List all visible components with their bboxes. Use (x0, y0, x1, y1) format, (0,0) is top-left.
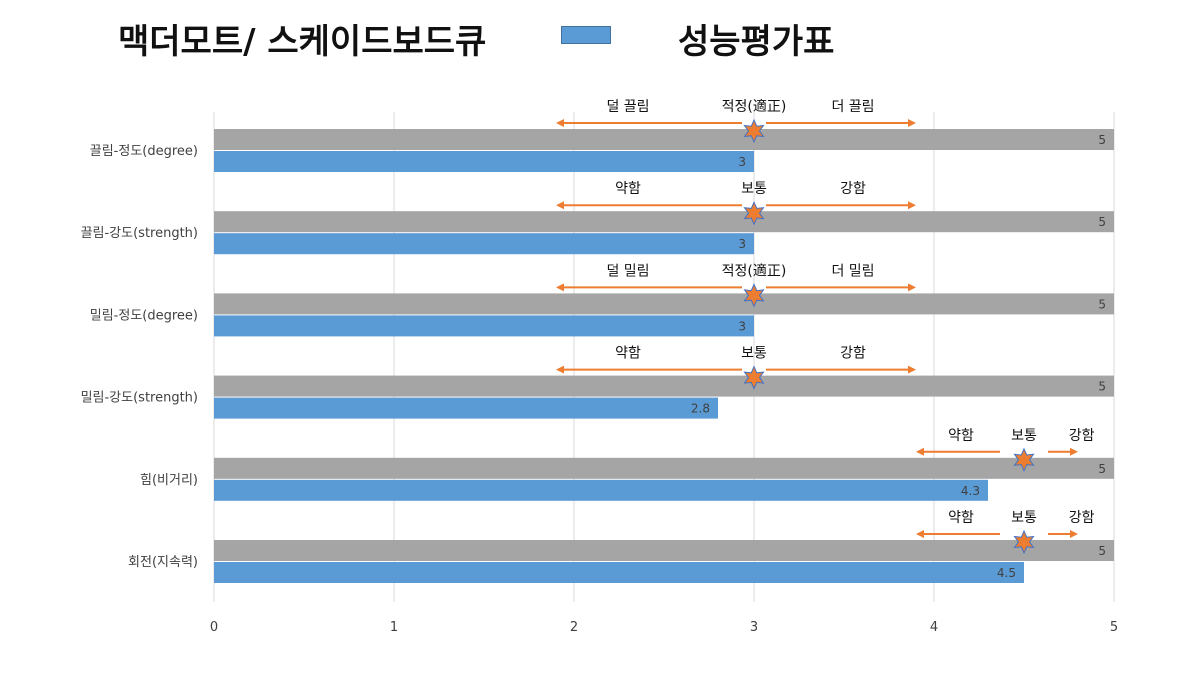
bar-gray-value-label: 5 (1098, 297, 1106, 311)
annotation-right-label: 강함 (840, 181, 866, 197)
bar-blue-value-label: 4.5 (997, 566, 1016, 580)
bar-gray-value-label: 5 (1098, 215, 1106, 229)
rating-star-icon (743, 200, 765, 226)
arrow-right-head (1070, 447, 1078, 456)
bar-blue (214, 397, 718, 419)
annotation-center-label: 적정(適正) (722, 262, 787, 279)
y-category-label: 힘(비거리) (140, 473, 198, 488)
bar-gray (214, 457, 1114, 479)
arrow-right-head (908, 365, 916, 374)
bar-gray (214, 540, 1114, 561)
annotation-left-label: 약함 (615, 346, 641, 362)
x-tick-label: 2 (570, 620, 578, 635)
annotation-center-label: 보통 (1011, 428, 1037, 444)
arrow-right-head (908, 283, 916, 292)
annotation-right-label: 강함 (840, 346, 866, 362)
annotation-left-label: 덜 끌림 (606, 99, 649, 115)
annotation-center-label: 보통 (1011, 510, 1037, 526)
bar-gray (214, 375, 1114, 397)
bar-blue-value-label: 3 (738, 319, 746, 333)
chart-subtitle: 성능평가표 (678, 22, 835, 62)
bar-gray (214, 129, 1114, 150)
bar-blue (214, 315, 754, 337)
arrow-right-head (1070, 530, 1078, 538)
arrow-left-head (556, 365, 564, 374)
arrow-left-head (556, 283, 564, 292)
bar-blue-value-label: 3 (738, 155, 746, 169)
bar-blue (214, 479, 988, 501)
bar-blue (214, 151, 754, 172)
annotation-right-label: 강함 (1069, 510, 1095, 526)
y-category-label: 끌림-강도(strength) (81, 226, 198, 241)
x-tick-label: 3 (750, 620, 758, 635)
rating-star-icon (743, 365, 765, 390)
annotation-center-label: 적정(適正) (722, 98, 787, 115)
bar-blue (214, 233, 754, 255)
y-category-label: 끌림-정도(degree) (90, 144, 198, 159)
bar-gray-value-label: 5 (1098, 544, 1106, 558)
rating-star-icon (743, 283, 765, 308)
arrow-left-head (916, 447, 924, 456)
x-tick-label: 1 (390, 620, 398, 635)
chart-title: 맥더모트/ 스케이드보드큐 (118, 22, 487, 62)
annotation-center-label: 보통 (741, 346, 767, 362)
annotation-left-label: 약함 (948, 510, 974, 526)
arrow-right-head (908, 201, 916, 210)
annotation-left-label: 약함 (948, 428, 974, 444)
annotation-left-label: 덜 밀림 (606, 263, 649, 279)
arrow-left-head (556, 119, 564, 127)
x-tick-label: 5 (1110, 620, 1118, 635)
bar-blue-value-label: 4.3 (961, 484, 980, 498)
annotation-right-label: 더 끌림 (831, 99, 874, 115)
rating-star-icon (743, 118, 765, 144)
bar-gray-value-label: 5 (1098, 133, 1106, 147)
x-tick-label: 0 (210, 620, 218, 635)
bar-gray (214, 211, 1114, 233)
y-category-label: 회전(지속력) (128, 555, 198, 570)
bar-blue-value-label: 2.8 (691, 402, 710, 416)
arrow-left-head (556, 201, 564, 210)
bar-gray-value-label: 5 (1098, 380, 1106, 394)
annotation-left-label: 약함 (615, 181, 641, 197)
rating-star-icon (1013, 529, 1035, 555)
bar-blue (214, 562, 1024, 583)
annotation-center-label: 보통 (741, 181, 767, 197)
legend-swatch (561, 26, 611, 44)
annotation-right-label: 더 밀림 (831, 263, 874, 279)
arrow-left-head (916, 530, 924, 538)
bar-blue-value-label: 3 (738, 237, 746, 251)
arrow-right-head (908, 119, 916, 127)
rating-star-icon (1013, 447, 1035, 473)
bar-gray-value-label: 5 (1098, 462, 1106, 476)
x-tick-label: 4 (930, 620, 938, 635)
y-category-label: 밀림-정도(degree) (90, 308, 198, 323)
bar-gray (214, 293, 1114, 315)
annotation-right-label: 강함 (1069, 428, 1095, 444)
y-category-label: 밀림-강도(strength) (81, 391, 198, 406)
